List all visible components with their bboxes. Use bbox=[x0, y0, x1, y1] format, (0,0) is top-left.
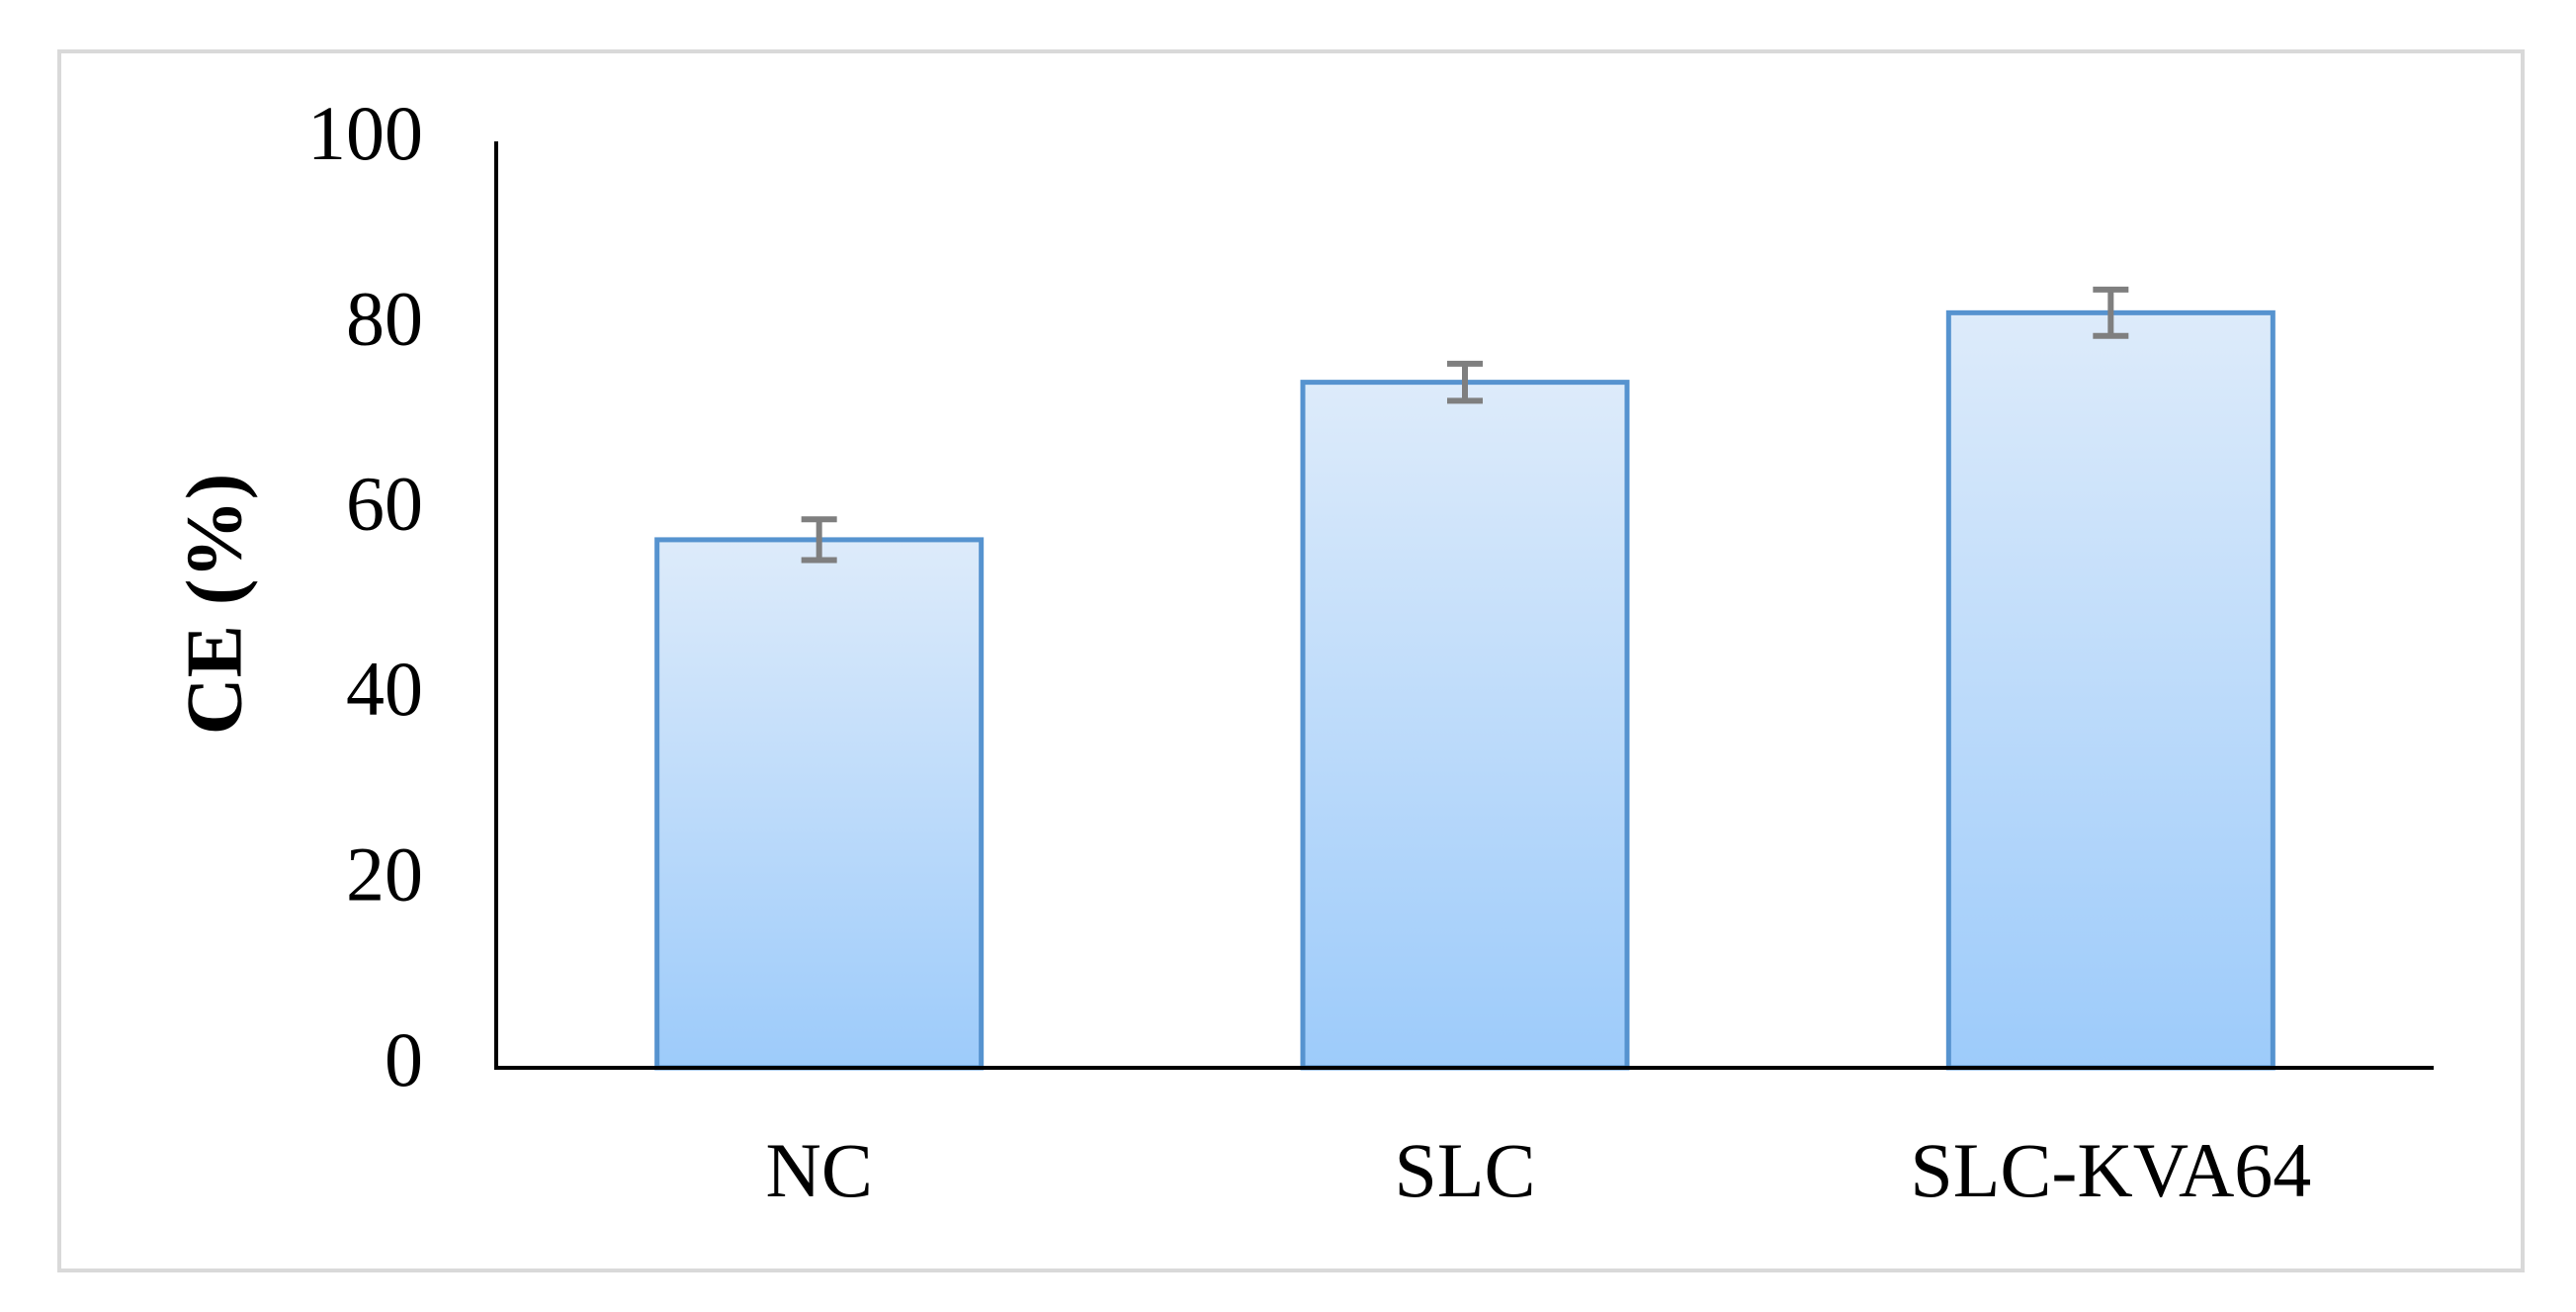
y-tick-label: 0 bbox=[385, 1016, 423, 1102]
bar-nc bbox=[654, 537, 985, 1071]
y-axis-title: CE (%) bbox=[171, 474, 258, 735]
y-tick-label: 80 bbox=[346, 275, 423, 361]
y-tick-label: 40 bbox=[346, 646, 423, 732]
y-tick-labels: 0 20 40 60 80 100 bbox=[307, 90, 423, 1102]
error-bar-slc-kva64 bbox=[2093, 286, 2129, 339]
bar-slc bbox=[1300, 380, 1630, 1071]
y-tick-label: 100 bbox=[307, 90, 423, 176]
y-tick-label: 60 bbox=[346, 461, 423, 547]
error-bar-nc bbox=[801, 516, 837, 564]
bar-slc-kva64 bbox=[1945, 309, 2275, 1071]
y-tick-label: 20 bbox=[346, 831, 423, 918]
x-tick-label: SLC-KVA64 bbox=[1910, 1127, 2311, 1213]
error-bar-slc bbox=[1447, 360, 1483, 404]
x-tick-labels: NC SLC SLC-KVA64 bbox=[765, 1127, 2311, 1213]
x-tick-label: NC bbox=[765, 1127, 872, 1213]
error-bars-layer bbox=[801, 286, 2129, 564]
x-tick-label: SLC bbox=[1394, 1127, 1535, 1213]
